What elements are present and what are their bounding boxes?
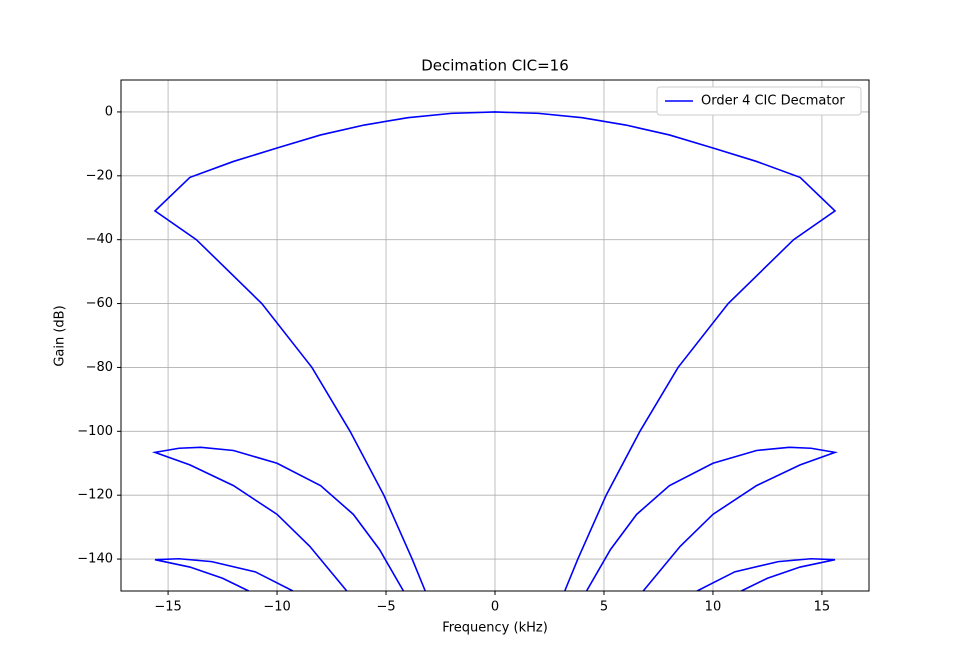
plot-frame bbox=[120, 79, 870, 592]
y-axis-label: Gain (dB) bbox=[53, 305, 68, 366]
x-tick-label: 10 bbox=[705, 600, 722, 615]
y-tick-label: −80 bbox=[86, 360, 113, 375]
y-tick-label: −60 bbox=[86, 296, 113, 311]
x-tick-label: −5 bbox=[376, 600, 395, 615]
legend-box bbox=[656, 86, 862, 116]
y-tick-label: −140 bbox=[77, 552, 113, 567]
y-tick-label: −20 bbox=[86, 168, 113, 183]
y-tick-label: 0 bbox=[105, 104, 113, 119]
series-line bbox=[151, 111, 839, 591]
x-axis-label: Frequency (kHz) bbox=[442, 621, 548, 636]
x-tick-label: −15 bbox=[154, 600, 181, 615]
y-tick-label: −100 bbox=[77, 424, 113, 439]
legend-label: Order 4 CIC Decmator bbox=[701, 94, 845, 109]
y-tick-label: −40 bbox=[86, 232, 113, 247]
chart-title: Decimation CIC=16 bbox=[421, 57, 569, 75]
x-tick-label: 15 bbox=[814, 600, 831, 615]
x-tick-label: −10 bbox=[263, 600, 290, 615]
x-tick-label: 0 bbox=[491, 600, 499, 615]
x-tick-label: 5 bbox=[600, 600, 608, 615]
y-tick-label: −120 bbox=[77, 488, 113, 503]
